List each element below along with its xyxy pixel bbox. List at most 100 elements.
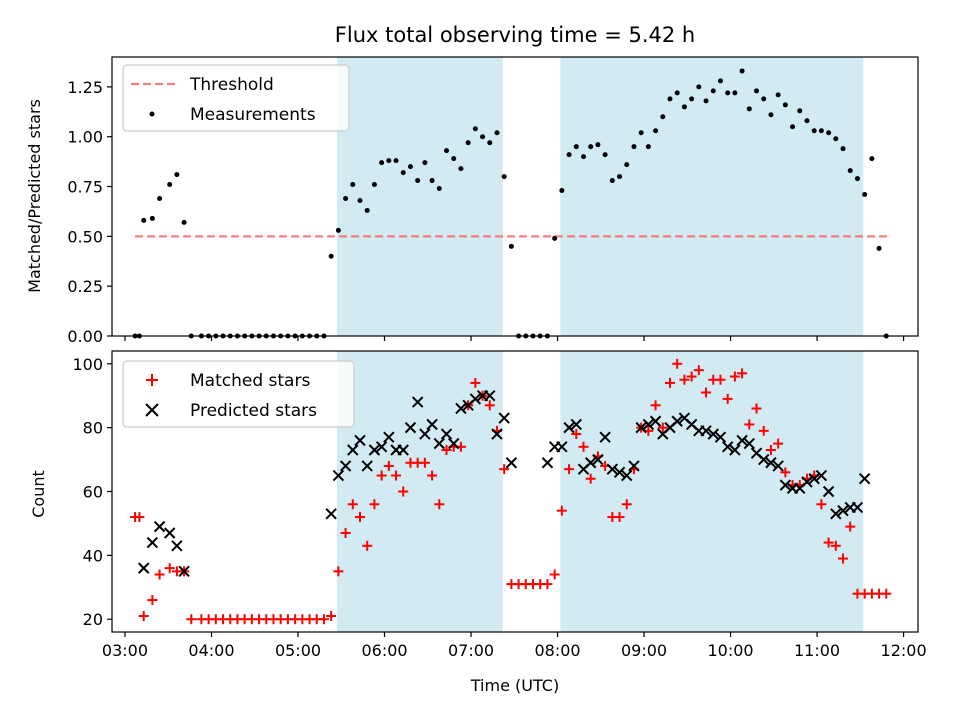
plot-frame xyxy=(111,56,919,337)
data-point xyxy=(638,130,644,136)
x-tick-label: 03:00 xyxy=(102,641,148,660)
data-point xyxy=(613,466,626,479)
data-point-stroke xyxy=(729,444,741,456)
data-point-stroke xyxy=(649,415,662,427)
data-point-stroke xyxy=(808,473,820,485)
data-point xyxy=(782,102,788,108)
data-point-stroke xyxy=(556,441,568,453)
data-point xyxy=(578,441,589,452)
data-point xyxy=(614,512,625,523)
data-point xyxy=(357,197,363,203)
top-y-axis-label: Matched/Predicted stars xyxy=(25,99,44,293)
data-point-stroke xyxy=(541,457,554,469)
data-point xyxy=(858,473,871,485)
data-point xyxy=(552,235,558,241)
data-point xyxy=(617,174,623,180)
data-point xyxy=(415,178,421,184)
data-point xyxy=(328,253,334,259)
data-point xyxy=(660,114,666,120)
data-point xyxy=(153,520,166,533)
data-point xyxy=(628,460,640,472)
data-point xyxy=(368,444,381,456)
data-point-stroke xyxy=(163,527,176,539)
data-point xyxy=(494,130,500,136)
data-point xyxy=(845,521,856,532)
data-point xyxy=(830,508,842,520)
data-point xyxy=(768,112,774,118)
data-point xyxy=(876,245,882,251)
data-point-stroke xyxy=(642,418,655,431)
data-point xyxy=(631,144,637,150)
data-point xyxy=(163,527,176,539)
data-point xyxy=(679,374,690,385)
data-point xyxy=(584,457,597,469)
data-point xyxy=(376,470,387,481)
bottom-y-axis-label: Count xyxy=(29,470,48,518)
x-tick-label: 12:00 xyxy=(881,641,927,660)
data-point xyxy=(571,429,582,440)
data-point xyxy=(621,469,633,482)
x-tick-label: 04:00 xyxy=(188,641,234,660)
data-point-stroke xyxy=(455,402,467,415)
shaded-region xyxy=(560,351,864,632)
data-point xyxy=(811,128,817,134)
data-point xyxy=(426,418,438,431)
data-point xyxy=(400,170,406,176)
data-point-stroke xyxy=(484,389,496,402)
data-point xyxy=(422,160,428,166)
data-point xyxy=(653,128,659,134)
data-point xyxy=(751,403,762,414)
data-point xyxy=(592,453,604,466)
data-point-stroke xyxy=(383,431,395,443)
data-point xyxy=(146,536,159,549)
data-point xyxy=(375,441,388,453)
data-point-stroke xyxy=(736,434,748,447)
data-point xyxy=(379,160,385,166)
data-point xyxy=(480,134,486,140)
legend-layer: Threshold Measurements Matched stars Pre… xyxy=(122,64,355,428)
data-point xyxy=(701,387,712,398)
data-point xyxy=(725,90,731,96)
data-point xyxy=(758,425,769,436)
data-point xyxy=(470,377,481,388)
data-point xyxy=(436,186,442,192)
data-point xyxy=(650,400,661,411)
data-point xyxy=(862,192,868,198)
data-point xyxy=(847,168,853,174)
y-tick-label: 100 xyxy=(72,355,103,374)
data-point xyxy=(790,124,796,130)
data-point xyxy=(472,126,478,132)
data-point xyxy=(599,431,611,443)
data-point-stroke xyxy=(419,428,431,440)
data-point xyxy=(826,130,832,136)
x-tick-label: 08:00 xyxy=(534,641,580,660)
data-point xyxy=(469,393,482,405)
data-point xyxy=(686,371,697,382)
data-point-stroke xyxy=(138,562,150,574)
data-point xyxy=(881,588,892,599)
data-point xyxy=(721,441,734,453)
data-point xyxy=(707,428,719,440)
data-point xyxy=(371,182,377,188)
data-point xyxy=(737,368,748,379)
data-point xyxy=(710,88,716,94)
data-point xyxy=(391,470,402,481)
data-point xyxy=(141,217,147,223)
data-point xyxy=(780,467,791,478)
data-point xyxy=(174,172,180,178)
data-point xyxy=(559,188,565,194)
y-tick-label: 1.00 xyxy=(67,128,103,147)
legend-measurements-label: Measurements xyxy=(190,105,316,125)
y-tick-label: 0.25 xyxy=(67,277,103,296)
bottom-legend-box xyxy=(122,360,355,428)
data-point xyxy=(393,158,399,164)
y-tick-label: 0.00 xyxy=(67,327,103,346)
panel-count: 20 40 60 80 100 03:00 04:00 05:00 06:00 07:00 08:0… xyxy=(72,350,927,660)
x-tick-label: 10:00 xyxy=(708,641,754,660)
data-point xyxy=(815,469,828,482)
data-point xyxy=(722,393,733,404)
data-point-stroke xyxy=(354,434,366,447)
data-point-stroke xyxy=(721,441,734,453)
